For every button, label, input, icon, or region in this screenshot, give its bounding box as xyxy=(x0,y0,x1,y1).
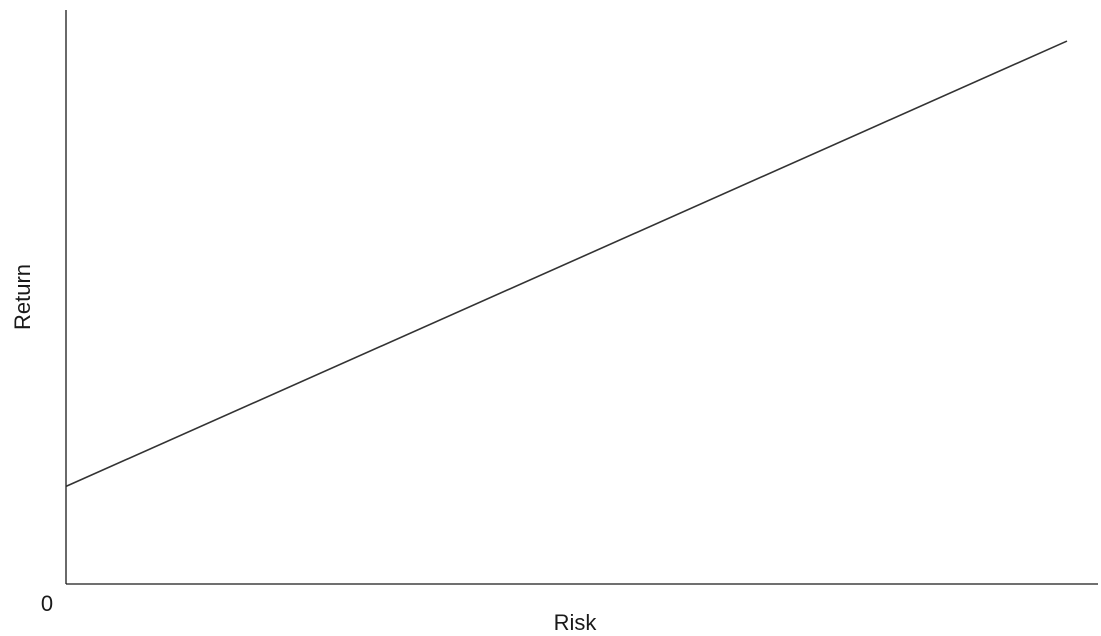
series-line-1 xyxy=(65,40,1068,488)
x-axis-label: Risk xyxy=(554,610,598,635)
y-axis-label: Return xyxy=(10,264,35,330)
origin-tick-label: 0 xyxy=(41,591,53,616)
series-layer xyxy=(65,40,1068,488)
